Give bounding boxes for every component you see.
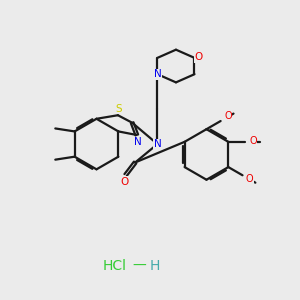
Text: O: O: [249, 136, 257, 146]
Text: N: N: [154, 69, 161, 79]
Text: O: O: [120, 176, 128, 187]
Text: O: O: [246, 174, 253, 184]
Text: —: —: [133, 259, 146, 273]
Text: O: O: [195, 52, 203, 62]
Text: H: H: [149, 259, 160, 273]
Text: O: O: [224, 111, 232, 121]
Text: S: S: [115, 104, 122, 114]
Text: HCl: HCl: [102, 259, 126, 273]
Text: N: N: [134, 137, 142, 147]
Text: N: N: [154, 139, 161, 149]
